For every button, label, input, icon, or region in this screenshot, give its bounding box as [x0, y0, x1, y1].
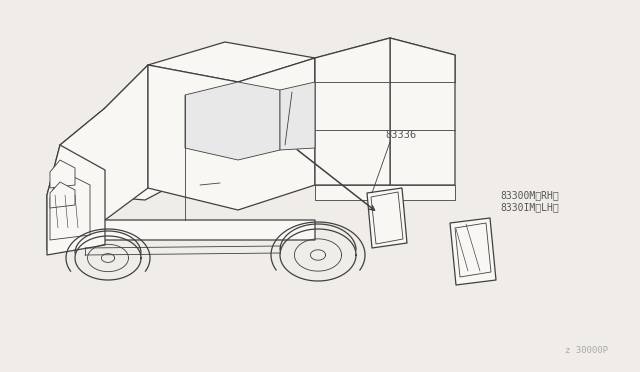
Polygon shape: [148, 58, 315, 210]
Text: z 30000P: z 30000P: [565, 346, 608, 355]
Text: 83300M＜RH＞: 83300M＜RH＞: [500, 190, 559, 200]
Polygon shape: [280, 82, 315, 150]
Polygon shape: [315, 38, 455, 82]
Polygon shape: [50, 160, 75, 188]
Polygon shape: [50, 182, 75, 208]
Polygon shape: [390, 38, 455, 185]
Text: 83336: 83336: [385, 130, 416, 140]
Polygon shape: [185, 82, 280, 160]
Polygon shape: [60, 65, 148, 220]
Polygon shape: [47, 145, 105, 255]
Polygon shape: [315, 185, 455, 200]
Polygon shape: [367, 188, 407, 248]
Text: 8330IM＜LH＞: 8330IM＜LH＞: [500, 202, 559, 212]
Polygon shape: [105, 65, 238, 128]
Polygon shape: [60, 215, 315, 240]
Polygon shape: [50, 170, 90, 240]
Polygon shape: [450, 218, 496, 285]
Polygon shape: [47, 145, 60, 250]
Polygon shape: [60, 108, 200, 175]
Polygon shape: [315, 38, 390, 185]
Polygon shape: [85, 115, 225, 200]
Polygon shape: [148, 42, 315, 82]
Polygon shape: [150, 95, 300, 148]
